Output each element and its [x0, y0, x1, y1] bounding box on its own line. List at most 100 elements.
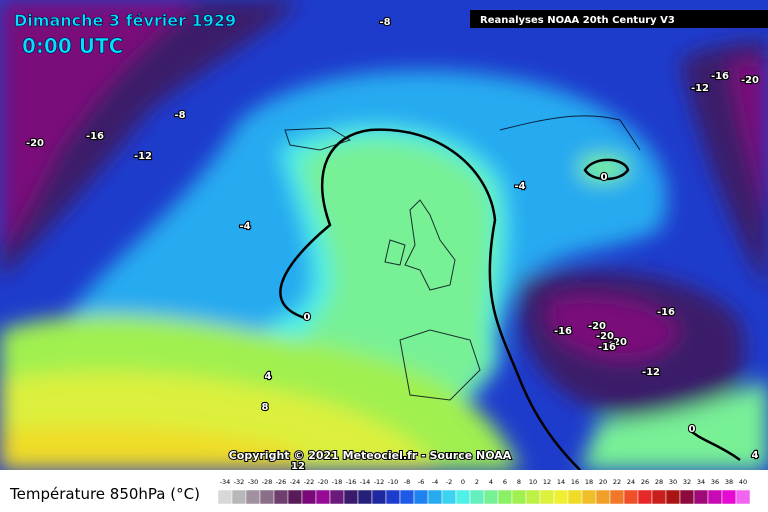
scale-label: 20: [599, 478, 607, 486]
date-title: Dimanche 3 février 1929: [14, 11, 236, 30]
temperature-field: [0, 0, 768, 470]
contour-labels: -8-16 -20-12-8-16-12-20-40-40-16 -20-16-20…: [25, 16, 760, 473]
contour-label: -16: [86, 131, 104, 142]
scale-label: -24: [290, 478, 301, 486]
scale-label: 36: [711, 478, 719, 486]
scale-label: 4: [489, 478, 493, 486]
scale-label: 0: [461, 478, 465, 486]
contour-label: -16: [711, 71, 729, 82]
contour-label: -4: [514, 181, 525, 192]
color-swatch: [693, 489, 709, 505]
color-swatch: [525, 489, 541, 505]
color-swatch: [581, 489, 597, 505]
contour-label: -16: [554, 326, 572, 337]
scale-label: 14: [557, 478, 565, 486]
contour-label: -16: [657, 307, 675, 318]
color-scale: -34 -32 -30 -28 -26 -24 -22 -20 -18 -16 -14 -12 -10-…: [217, 478, 751, 505]
color-swatch: [469, 489, 485, 505]
scale-label: -30: [248, 478, 259, 486]
color-swatch: [567, 489, 583, 505]
color-swatch: [315, 489, 331, 505]
contour-label: -8: [174, 110, 185, 121]
scale-label: 38: [725, 478, 733, 486]
contour-label: 0: [601, 172, 608, 183]
contour-label: -20: [596, 331, 614, 342]
scale-label: 12: [543, 478, 551, 486]
scale-label: 2: [475, 478, 479, 486]
color-swatch: [259, 489, 275, 505]
scale-label: 30: [669, 478, 677, 486]
color-swatch: [287, 489, 303, 505]
color-swatch: [301, 489, 317, 505]
contour-label: -12: [134, 151, 152, 162]
color-swatch: [497, 489, 513, 505]
scale-label: -22: [304, 478, 315, 486]
scale-label: -10: [388, 478, 399, 486]
legend-title: Température 850hPa (°C): [9, 485, 200, 503]
scale-label: 34: [697, 478, 705, 486]
color-swatch: [399, 489, 415, 505]
color-swatch: [371, 489, 387, 505]
scale-label: -32: [234, 478, 245, 486]
scale-label: 18: [585, 478, 593, 486]
color-swatch: [637, 489, 653, 505]
contour-label: -12: [642, 367, 660, 378]
contour-label: -12: [691, 83, 709, 94]
scale-label: -16: [346, 478, 357, 486]
color-swatch: [595, 489, 611, 505]
zero-isotherm: [279, 128, 741, 470]
scale-label: -2: [446, 478, 452, 486]
contour-label: 4: [265, 371, 272, 382]
scale-label: -34: [220, 478, 231, 486]
color-swatch: [511, 489, 527, 505]
color-swatch: [441, 489, 457, 505]
scale-label: 22: [613, 478, 621, 486]
color-swatch: [217, 489, 233, 505]
color-swatch: [455, 489, 471, 505]
color-swatch: [609, 489, 625, 505]
scale-label: -20: [318, 478, 329, 486]
scale-label: -18: [332, 478, 343, 486]
color-swatch: [245, 489, 261, 505]
contour-label: 12: [291, 461, 305, 472]
scale-label: 6: [503, 478, 507, 486]
scale-label: 28: [655, 478, 663, 486]
contour-label: -4: [239, 221, 250, 232]
contour-label: 4: [752, 450, 759, 461]
scale-label: -6: [418, 478, 424, 486]
contour-label: -20: [588, 321, 606, 332]
color-swatch: [707, 489, 723, 505]
contour-label: -20: [26, 138, 44, 149]
scale-label: -4: [432, 478, 438, 486]
copyright: Copyright © 2021 Meteociel.fr - Source N…: [229, 449, 512, 462]
scale-label: 26: [641, 478, 649, 486]
time-title: 0:00 UTC: [22, 34, 123, 58]
color-swatch: [665, 489, 681, 505]
scale-label: -8: [404, 478, 410, 486]
scale-label: 10: [529, 478, 537, 486]
color-swatch: [623, 489, 639, 505]
scale-label: -14: [360, 478, 371, 486]
color-swatch: [385, 489, 401, 505]
color-swatch: [735, 489, 751, 505]
source-banner: Reanalyses NOAA 20th Century V3: [480, 15, 675, 26]
color-swatch: [539, 489, 555, 505]
color-swatch: [343, 489, 359, 505]
scale-label: -12: [374, 478, 385, 486]
contour-label: 0: [689, 424, 696, 435]
contour-label: 8: [262, 402, 269, 413]
banner-bg: [470, 10, 768, 28]
scale-label: -28: [262, 478, 273, 486]
color-swatch: [231, 489, 247, 505]
scale-label: 40: [739, 478, 747, 486]
color-swatch: [273, 489, 289, 505]
scale-label: 24: [627, 478, 635, 486]
contour-label: -8: [379, 17, 390, 28]
color-swatch: [413, 489, 429, 505]
contour-label: -20: [609, 337, 627, 348]
color-swatch: [553, 489, 569, 505]
contour-label: 0: [304, 312, 311, 323]
scale-label: 8: [517, 478, 521, 486]
